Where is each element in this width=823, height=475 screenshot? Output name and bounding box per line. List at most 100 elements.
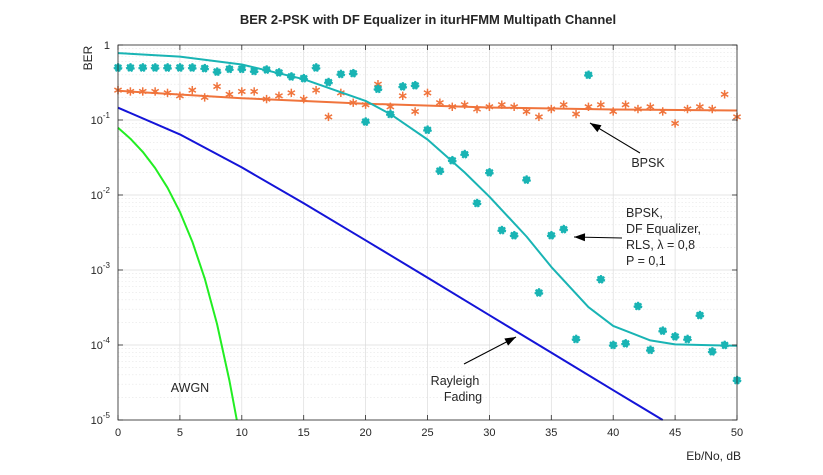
equalizer-data-point — [175, 63, 185, 72]
equalizer-label: BPSK, DF Equalizer, RLS, λ = 0,8 P = 0,1 — [626, 206, 701, 268]
equalizer-data-point — [163, 63, 172, 72]
awgn-series — [117, 127, 238, 421]
y-tick-label: 1 — [104, 40, 110, 52]
equalizer-data-point — [150, 63, 160, 72]
equalizer-data-point — [125, 63, 135, 72]
equalizer-data-point — [385, 109, 395, 119]
equalizer-data-point — [249, 66, 259, 76]
equalizer-data-point — [212, 67, 222, 77]
equalizer-data-point — [670, 332, 680, 341]
equalizer-data-point — [410, 80, 420, 90]
bpsk-data-point — [237, 87, 246, 96]
bpsk-data-point — [287, 88, 296, 98]
series-layer — [113, 52, 742, 421]
bpsk-data-point — [609, 107, 618, 116]
awgn-label: AWGN — [171, 381, 209, 395]
equalizer_fit-series — [117, 52, 738, 347]
bpsk-data-point — [213, 82, 222, 91]
x-tick-label: 5 — [177, 427, 183, 439]
equalizer-data-point — [423, 125, 432, 135]
x-tick-label: 50 — [731, 427, 743, 439]
equalizer-data-point — [584, 70, 593, 80]
equalizer-data-point — [274, 68, 284, 77]
equalizer-data-point — [361, 117, 370, 127]
y-tick-label: 10-1 — [91, 111, 111, 127]
equalizer-data-point — [472, 198, 482, 208]
equalizer-data-point — [559, 224, 569, 234]
bpsk-data-point — [658, 107, 667, 116]
equalizer-data-point — [707, 347, 717, 356]
equalizer-data-point — [621, 339, 630, 348]
bpsk-data-point — [175, 91, 184, 101]
bpsk_sim-series — [113, 80, 742, 128]
equalizer-data-point — [336, 69, 346, 79]
equalizer-data-point — [187, 63, 197, 72]
bpsk-data-point — [299, 94, 308, 104]
equalizer-data-point — [138, 63, 148, 72]
bpsk-data-point — [497, 100, 506, 109]
bpsk-data-point — [188, 85, 197, 95]
equalizer-data-point — [645, 345, 655, 355]
equalizer-data-point — [435, 166, 445, 176]
bpsk-data-point — [559, 100, 568, 109]
bpsk-data-point — [720, 90, 729, 99]
equalizer-data-point — [299, 73, 309, 83]
equalizer-data-point — [447, 155, 457, 165]
bpsk-data-point — [510, 102, 519, 111]
equalizer-data-point — [373, 84, 383, 94]
bpsk_fit-series — [117, 89, 738, 112]
equalizer-data-point — [683, 334, 692, 344]
bpsk-data-point — [708, 104, 717, 114]
x-tick-label: 0 — [115, 427, 121, 439]
bpsk-data-point — [386, 102, 395, 111]
equalizer-data-point — [633, 301, 643, 311]
bpsk-data-point — [262, 94, 271, 104]
bpsk-data-point — [646, 102, 655, 111]
equalizer-data-point — [237, 64, 247, 74]
x-tick-label: 20 — [359, 427, 371, 439]
axis-ticks: 10-510-410-310-210-110 5 10 15 20 25 30 35 40 45 5… — [91, 40, 744, 439]
bpsk-data-point — [596, 100, 605, 109]
bpsk-data-point — [671, 119, 680, 128]
x-axis-label: Eb/No, dB — [686, 449, 741, 463]
x-tick-label: 30 — [483, 427, 495, 439]
y-axis-label: BER — [81, 45, 95, 70]
bpsk_fit-line — [117, 89, 738, 112]
equalizer-data-point — [324, 77, 333, 87]
bpsk-data-point — [324, 112, 333, 122]
bpsk-data-point — [633, 104, 642, 114]
equalizer-data-point — [596, 274, 606, 284]
bpsk-data-point — [349, 98, 358, 107]
equalizer-data-point — [484, 168, 494, 177]
x-tick-label: 10 — [236, 427, 248, 439]
y-tick-label: 10-2 — [91, 186, 111, 202]
equalizer-data-point — [262, 65, 271, 74]
equalizer-data-point — [225, 64, 234, 74]
bpsk-data-point — [534, 112, 543, 122]
bpsk-data-point — [621, 100, 630, 109]
equalizer-data-point — [522, 175, 531, 185]
bpsk-data-point — [460, 100, 469, 109]
bpsk-data-point — [485, 102, 494, 111]
rayleigh-line — [117, 106, 664, 421]
equalizer-data-point — [348, 68, 358, 78]
chart-title: BER 2-PSK with DF Equalizer in iturHFMM … — [240, 12, 616, 27]
equalizer_fit-line — [117, 52, 738, 347]
bpsk-data-point — [225, 90, 234, 99]
x-tick-label: 15 — [298, 427, 310, 439]
bpsk-data-point — [138, 87, 147, 96]
bpsk-data-point — [250, 87, 259, 96]
bpsk-data-point — [423, 88, 432, 98]
x-tick-label: 40 — [607, 427, 619, 439]
y-tick-label: 10-3 — [91, 261, 111, 277]
rayleigh-fading-label: Rayleigh Fading — [431, 374, 482, 404]
rayleigh-series — [117, 106, 664, 421]
bpsk-data-point — [163, 88, 172, 98]
equalizer-data-point — [497, 225, 507, 235]
bpsk-data-point — [274, 91, 283, 101]
equalizer-data-point — [311, 63, 321, 72]
bpsk-arrow — [589, 122, 641, 154]
bpsk-data-point — [151, 87, 160, 96]
bpsk-data-point — [547, 104, 556, 114]
